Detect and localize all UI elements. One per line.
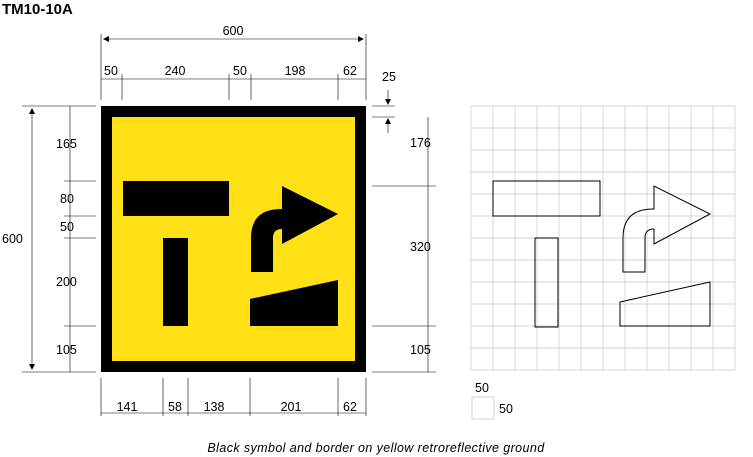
curved-right-arrow-symbol <box>251 186 338 272</box>
top-dimensions: 600 50 240 50 198 62 <box>100 24 367 100</box>
dim-top-3: 50 <box>233 64 247 78</box>
dim-bottom-1: 141 <box>117 400 138 414</box>
dim-left-1: 165 <box>56 137 77 151</box>
grid-layout <box>470 105 736 371</box>
left-dimensions: 600 165 80 50 200 105 <box>2 105 96 373</box>
dim-bottom-4: 201 <box>281 400 302 414</box>
grid-horizontal-bar-outline <box>492 180 601 217</box>
border-thickness-callout: 25 <box>372 70 396 133</box>
dim-bottom-2: 58 <box>168 400 182 414</box>
grid-vertical-bar-outline <box>534 237 559 328</box>
grid-legend-vertical: 50 <box>499 402 513 416</box>
dim-left-5: 105 <box>56 343 77 357</box>
dim-left-3: 50 <box>60 220 74 234</box>
dim-right-1: 176 <box>410 136 431 150</box>
grid-arrow-outline <box>622 185 712 273</box>
wedge-symbol <box>250 280 338 326</box>
dim-right-2: 320 <box>410 240 431 254</box>
dim-top-4: 198 <box>285 64 306 78</box>
dim-bottom-3: 138 <box>204 400 225 414</box>
dim-left-2: 80 <box>60 192 74 206</box>
right-dimensions: 176 320 105 <box>372 117 436 373</box>
grid-legend: 50 50 <box>471 381 513 420</box>
dim-top-5: 62 <box>343 64 357 78</box>
dim-bottom-5: 62 <box>343 400 357 414</box>
grid-legend-square <box>471 396 495 420</box>
border-dim-label: 25 <box>382 70 396 84</box>
vertical-bar-symbol <box>163 238 188 326</box>
sign-panel <box>101 106 366 372</box>
horizontal-bar-symbol <box>123 181 229 216</box>
dim-left-4: 200 <box>56 275 77 289</box>
overall-width-label: 600 <box>223 24 244 38</box>
caption: Black symbol and border on yellow retror… <box>207 441 545 455</box>
grid-lines <box>470 105 736 371</box>
bottom-dimensions: 141 58 138 201 62 <box>100 378 367 416</box>
overall-height-label: 600 <box>2 232 23 246</box>
grid-wedge-outline <box>619 281 711 327</box>
sign-code-title: TM10-10A <box>2 1 73 18</box>
dim-top-2: 240 <box>165 64 186 78</box>
grid-legend-horizontal: 50 <box>475 381 489 395</box>
dim-right-3: 105 <box>410 343 431 357</box>
dim-top-1: 50 <box>104 64 118 78</box>
